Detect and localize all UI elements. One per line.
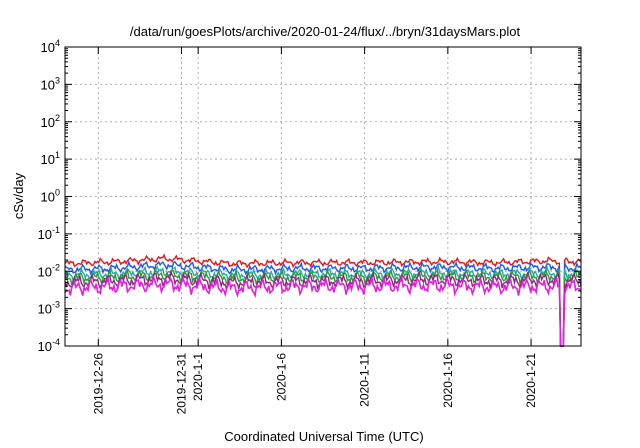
y-tick-label: 104 [41, 38, 60, 55]
y-axis: 10-4 10-3 10-2 10-1 100 101 102 103 104 [38, 38, 581, 354]
y-tick-label: 10-2 [38, 262, 60, 279]
x-tick-label: 2019-12-26 [91, 353, 105, 415]
y-tick-label: 10-4 [38, 337, 60, 354]
x-tick-label: 2020-1-16 [441, 353, 455, 408]
y-tick-label: 100 [41, 188, 60, 205]
series-line [64, 274, 582, 347]
grid [65, 47, 581, 346]
x-tick-label: 2020-1-21 [524, 353, 538, 408]
x-tick-label: 2020-1-1 [191, 353, 205, 401]
x-axis-label: Coordinated Universal Time (UTC) [224, 429, 423, 444]
series-line [64, 269, 582, 347]
series-line [64, 253, 582, 347]
series-line [64, 267, 582, 347]
y-tick-label: 10-1 [38, 225, 60, 242]
y-tick-label: 102 [41, 113, 60, 130]
plot-frame [64, 46, 582, 347]
x-tick-label: 2019-12-31 [175, 353, 189, 415]
x-tick-label: 2020-1-11 [358, 353, 372, 407]
series-line [64, 259, 582, 347]
y-axis-label: cSv/day [11, 172, 26, 219]
chart-title: /data/run/goesPlots/archive/2020-01-24/f… [130, 24, 521, 39]
x-tick-label: 2020-1-6 [274, 353, 288, 401]
series-line [64, 264, 582, 347]
y-tick-label: 103 [41, 75, 60, 92]
y-tick-label: 10-3 [38, 300, 60, 317]
series-group [64, 253, 582, 347]
x-axis: 2019-12-26 2019-12-31 2020-1-1 2020-1-6 2020… [91, 47, 538, 414]
y-tick-label: 101 [41, 150, 60, 167]
